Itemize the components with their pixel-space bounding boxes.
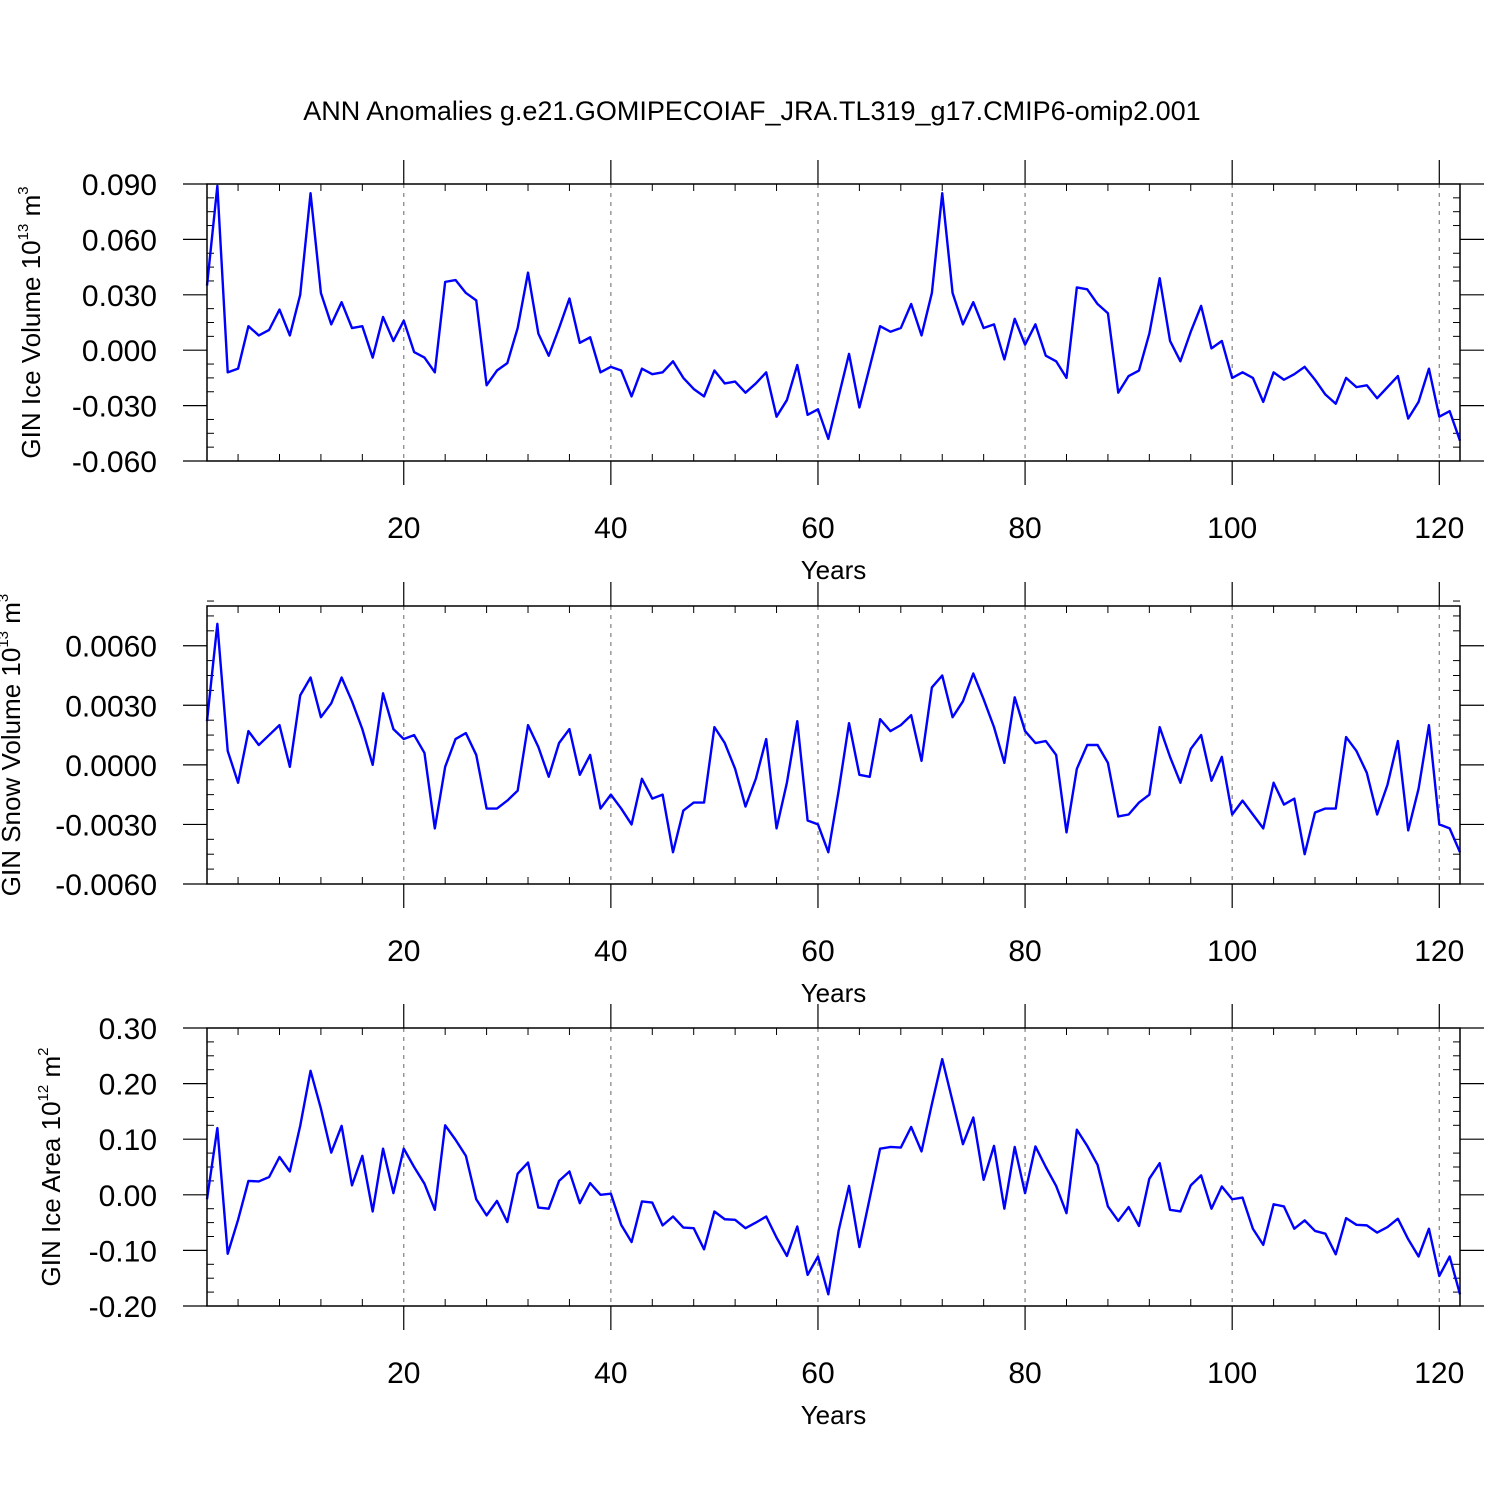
x-tick-label: 20 [387,935,420,968]
y-axis-label-exponent: 3 [15,186,32,194]
figure-title: ANN Anomalies g.e21.GOMIPECOIAF_JRA.TL31… [303,96,1200,126]
y-tick-label: -0.030 [72,391,157,424]
y-axis-label-text: GIN Ice Volume 10 [16,240,46,458]
series-line [205,622,1462,856]
x-tick-label: 40 [594,1357,627,1390]
y-tick-label: 0.0030 [65,690,157,723]
y-axis-label-text: GIN Ice Area 10 [36,1101,66,1286]
y-tick-label: 0.20 [99,1069,157,1102]
series-line [205,1057,1462,1296]
y-axis-label-exponent: 12 [35,1085,52,1102]
y-axis-label: GIN Ice Volume 1013 m3 [15,186,46,458]
x-tick-label: 100 [1207,935,1257,968]
y-axis-label-unit: m [36,1056,66,1085]
y-tick-label: 0.060 [82,224,157,257]
panel-1: 20 40 60 80 100 120 -0.060 -0.030 0.000 0.030 0.06… [15,160,1484,585]
y-axis-label: GIN Ice Area 1012 m2 [35,1048,66,1287]
x-tick-label: 100 [1207,1357,1257,1390]
y-tick-label: 0.00 [99,1180,157,1213]
y-axis-label-unit: m [0,602,26,631]
plot-frame [206,1027,1461,1307]
y-tick-label: 0.090 [82,169,157,202]
panel-3: 20 40 60 80 100 120 -0.20 -0.10 0.00 0.10 0.20 0.30… [35,1004,1484,1430]
y-tick-label: 0.0060 [65,631,157,664]
plot-frame [206,183,1461,462]
y-axis-label-exponent: 2 [35,1048,52,1056]
y-tick-label: 0.30 [99,1013,157,1046]
y-tick-label: -0.10 [89,1235,157,1268]
y-axis-label-exponent: 3 [0,594,12,602]
series-line [205,184,1462,442]
y-axis-label: GIN Snow Volume 1013 m3 [0,594,26,897]
y-tick-label: 0.000 [82,335,157,368]
y-axis-label-exponent: 13 [15,224,32,241]
y-tick-label: -0.0030 [55,809,157,842]
x-tick-label: 60 [801,512,834,545]
panel-2: 20 40 60 80 100 120 -0.0060 -0.0030 0.0000 0.0030… [0,582,1484,1008]
x-tick-label: 80 [1008,1357,1041,1390]
x-tick-label: 120 [1414,1357,1464,1390]
x-axis-label: Years [801,1400,867,1430]
x-axis-label: Years [801,978,867,1008]
x-tick-label: 120 [1414,512,1464,545]
y-axis-label-exponent: 13 [0,631,12,648]
x-tick-label: 40 [594,512,627,545]
y-tick-label: -0.20 [89,1291,157,1324]
x-tick-label: 60 [801,1357,834,1390]
y-tick-label: -0.0060 [55,869,157,902]
x-tick-label: 120 [1414,935,1464,968]
x-axis-label: Years [801,555,867,585]
y-tick-label: 0.10 [99,1124,157,1157]
x-tick-label: 100 [1207,512,1257,545]
x-tick-label: 20 [387,1357,420,1390]
x-tick-label: 40 [594,935,627,968]
panels: 20 40 60 80 100 120 -0.060 -0.030 0.000 0.030 0.06… [0,160,1484,1430]
y-tick-label: -0.060 [72,446,157,479]
x-tick-label: 80 [1008,935,1041,968]
plot-frame [206,605,1461,885]
y-tick-label: 0.030 [82,280,157,313]
y-axis-label-unit: m [16,195,46,224]
y-axis-label-text: GIN Snow Volume 10 [0,648,26,897]
y-tick-label: 0.0000 [65,750,157,783]
x-tick-label: 20 [387,512,420,545]
x-tick-label: 60 [801,935,834,968]
x-tick-label: 80 [1008,512,1041,545]
